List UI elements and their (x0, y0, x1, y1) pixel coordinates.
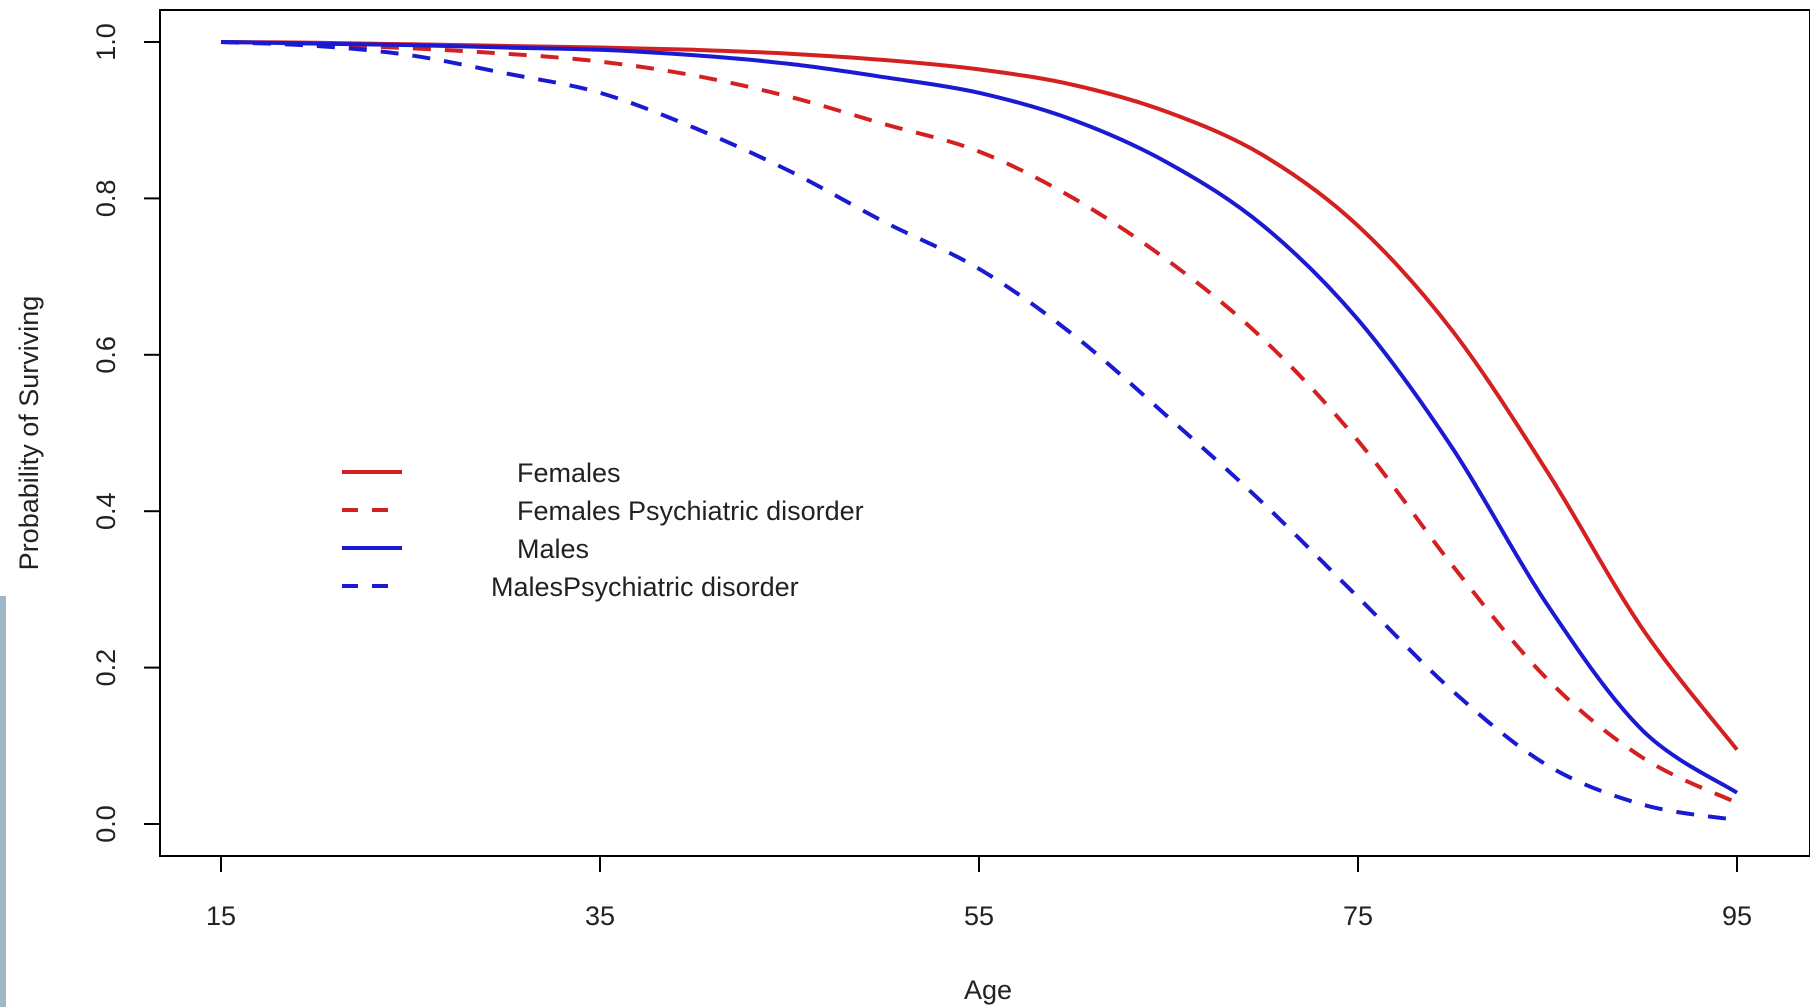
y-tick-label: 0.4 (91, 492, 121, 530)
legend-label: Females (517, 458, 621, 488)
x-tick-label: 75 (1343, 901, 1373, 931)
plot-frame (159, 9, 1810, 857)
legend-label: MalesPsychiatric disorder (491, 572, 799, 602)
legend-label: Females Psychiatric disorder (517, 496, 864, 526)
y-tick-label: 1.0 (91, 23, 121, 61)
y-tick-label: 0.8 (91, 180, 121, 218)
x-tick-label: 35 (585, 901, 615, 931)
y-tick-label: 0.0 (91, 805, 121, 843)
series-line-males (220, 40, 1739, 795)
x-axis: 15 35 55 75 95 (206, 856, 1752, 931)
y-tick-label: 0.2 (91, 649, 121, 687)
y-tick-label: 0.6 (91, 336, 121, 374)
legend: Females Females Psychiatric disorder Males… (342, 458, 864, 602)
x-tick-label: 15 (206, 901, 236, 931)
x-axis-label: Age (964, 975, 1012, 1005)
y-axis-label: Probability of Surviving (14, 296, 44, 571)
series-layer (220, 40, 1739, 823)
x-tick-label: 55 (964, 901, 994, 931)
legend-label: Males (517, 534, 589, 564)
x-tick-label: 95 (1722, 901, 1752, 931)
series-line-females-psychiatric-disorder (220, 40, 1738, 805)
left-edge-strip (0, 596, 6, 1007)
y-axis: 0.0 0.2 0.4 0.6 0.8 1.0 (91, 23, 160, 843)
series-line-females (220, 40, 1739, 751)
series-line-malespsychiatric-disorder (220, 40, 1738, 823)
